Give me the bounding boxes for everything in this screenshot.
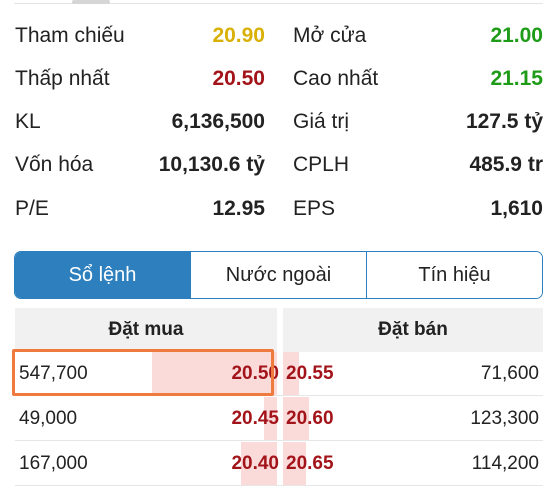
stat-value-open: 21.00 xyxy=(490,24,543,47)
stat-label-outstanding-shares: CPLH xyxy=(293,153,350,176)
stat-label-reference: Tham chiếu xyxy=(15,24,125,47)
stat-value-high: 21.15 xyxy=(490,67,543,90)
divider-line xyxy=(14,3,543,4)
stat-row-low: Thấp nhất 20.50 Cao nhất 21.15 xyxy=(0,61,557,101)
stat-label-pe: P/E xyxy=(15,197,49,220)
order-row[interactable]: 49,000 20.45 20.60 123,300 xyxy=(15,397,543,441)
sell-depth-bar xyxy=(283,442,306,486)
buy-volume: 167,000 xyxy=(19,453,88,474)
buy-depth-bar xyxy=(152,352,277,396)
stat-value-market-cap: 10,130.6 tỷ xyxy=(158,153,265,176)
sell-volume: 114,200 xyxy=(471,453,539,474)
row-divider xyxy=(15,485,543,486)
stat-label-market-cap: Vốn hóa xyxy=(15,153,94,176)
stat-value-outstanding-shares: 485.9 tr xyxy=(469,153,543,176)
buy-volume: 547,700 xyxy=(19,363,88,384)
stat-row-reference: Tham chiếu 20.90 Mở cửa 21.00 xyxy=(0,18,557,58)
tab-order-book[interactable]: Sổ lệnh xyxy=(15,252,190,298)
order-row[interactable]: 167,000 20.40 20.65 114,200 xyxy=(15,442,543,486)
order-row[interactable]: 547,700 20.50 20.55 71,600 xyxy=(15,352,543,396)
sell-depth-bar xyxy=(283,397,309,441)
stat-row-volume: KL 6,136,500 Giá trị 127.5 tỷ xyxy=(0,104,557,144)
row-divider xyxy=(15,440,543,441)
sell-volume: 71,600 xyxy=(480,363,539,384)
stat-value-value: 127.5 tỷ xyxy=(465,110,543,133)
stat-value-pe: 12.95 xyxy=(212,197,265,220)
sell-header: Đặt bán xyxy=(283,308,543,352)
sell-price: 20.65 xyxy=(286,453,334,474)
tab-foreign[interactable]: Nước ngoài xyxy=(190,252,366,298)
buy-depth-bar xyxy=(241,442,277,486)
sell-volume: 123,300 xyxy=(470,408,539,429)
stat-label-volume: KL xyxy=(15,110,41,133)
buy-price: 20.45 xyxy=(231,408,279,429)
stat-label-low: Thấp nhất xyxy=(15,67,110,90)
sell-price: 20.60 xyxy=(286,408,334,429)
buy-volume: 49,000 xyxy=(19,408,78,429)
stat-row-pe: P/E 12.95 EPS 1,610 xyxy=(0,191,557,231)
scroll-knob[interactable] xyxy=(72,0,110,4)
tab-bar: Sổ lệnh Nước ngoài Tín hiệu xyxy=(14,251,543,299)
buy-price: 20.50 xyxy=(231,363,279,384)
sell-price: 20.55 xyxy=(286,363,334,384)
row-divider xyxy=(15,395,543,396)
stat-row-market-cap: Vốn hóa 10,130.6 tỷ CPLH 485.9 tr xyxy=(0,147,557,187)
buy-header: Đặt mua xyxy=(15,308,277,352)
sell-depth-bar xyxy=(283,352,299,396)
top-divider xyxy=(0,0,557,6)
stat-label-value: Giá trị xyxy=(293,110,350,133)
stat-label-high: Cao nhất xyxy=(293,67,379,90)
buy-price: 20.40 xyxy=(231,453,279,474)
stat-value-reference: 20.90 xyxy=(212,24,265,47)
stat-value-low: 20.50 xyxy=(212,67,265,90)
stat-value-eps: 1,610 xyxy=(490,197,543,220)
tab-signals[interactable]: Tín hiệu xyxy=(366,252,542,298)
stat-value-volume: 6,136,500 xyxy=(171,110,265,133)
stat-label-open: Mở cửa xyxy=(293,24,367,47)
stat-label-eps: EPS xyxy=(293,197,336,220)
buy-depth-bar xyxy=(264,397,277,441)
